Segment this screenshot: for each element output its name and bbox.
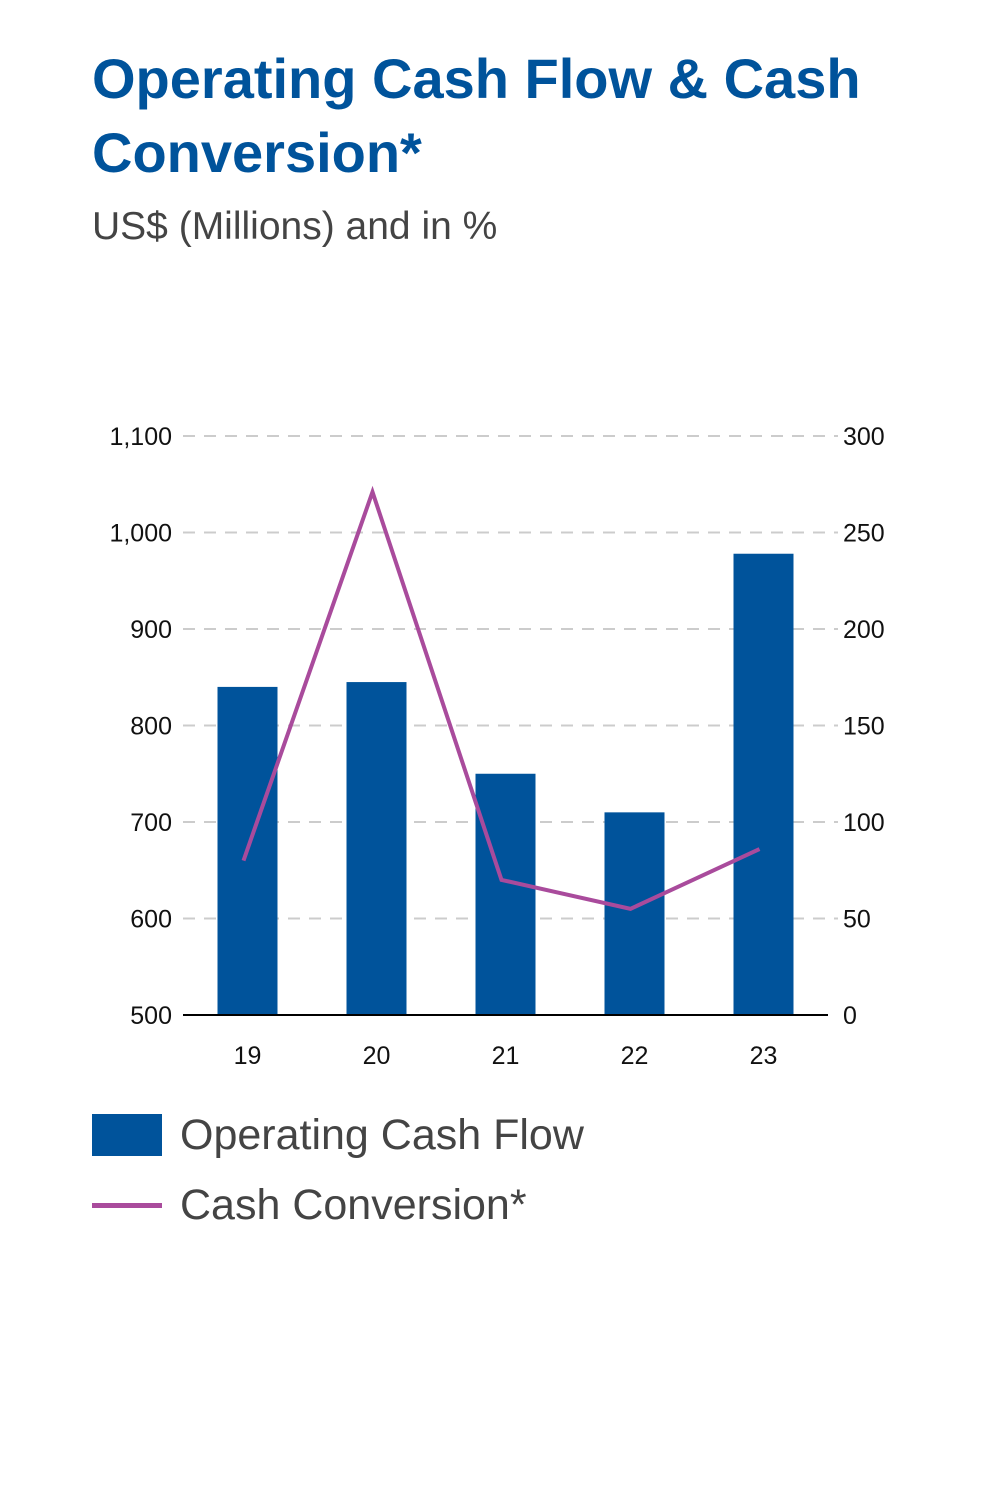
tick-labels: 500 600 700 800 900 1,000 1,100 0 50 100 150 200 250… [109, 423, 884, 1070]
y-left-tick-label: 800 [130, 713, 172, 741]
line-cash-conversion [241, 485, 761, 911]
y-right-tick-label: 150 [843, 713, 885, 741]
y-left-tick-label: 500 [130, 1002, 172, 1030]
legend-line-swatch [92, 1202, 162, 1208]
y-right-tick-label: 50 [843, 906, 871, 934]
y-left-tick-label: 900 [130, 616, 172, 644]
y-right-tick-label: 200 [843, 616, 885, 644]
x-tick-label: 20 [363, 1042, 391, 1070]
legend: Operating Cash Flow Cash Conversion* [92, 1100, 584, 1240]
cash-conversion-line [241, 485, 761, 911]
combo-chart: 500 600 700 800 900 1,000 1,100 0 50 100 150 200 250… [109, 423, 884, 1070]
y-left-tick-label: 1,100 [109, 423, 172, 451]
bar-operating-cash-flow [604, 812, 665, 1015]
y-right-tick-label: 250 [843, 520, 885, 548]
x-tick-label: 23 [750, 1042, 778, 1070]
y-right-tick-label: 300 [843, 423, 885, 451]
legend-label-cash-conversion: Cash Conversion* [180, 1180, 527, 1229]
bar-operating-cash-flow [733, 553, 794, 1015]
bar-operating-cash-flow [475, 773, 536, 1015]
legend-item-operating-cash-flow: Operating Cash Flow [92, 1100, 584, 1170]
x-tick-label: 21 [492, 1042, 520, 1070]
chart-subtitle: US$ (Millions) and in % [92, 205, 498, 248]
legend-label-operating-cash-flow: Operating Cash Flow [180, 1110, 584, 1159]
y-right-tick-label: 0 [843, 1002, 857, 1030]
y-left-tick-label: 700 [130, 809, 172, 837]
x-tick-label: 22 [621, 1042, 649, 1070]
legend-bar-swatch [92, 1114, 162, 1156]
chart-title: Operating Cash Flow & Cash Conversion* [92, 47, 861, 184]
x-tick-label: 19 [234, 1042, 262, 1070]
legend-item-cash-conversion: Cash Conversion* [92, 1170, 584, 1240]
y-left-tick-label: 600 [130, 906, 172, 934]
bars [217, 553, 794, 1015]
y-right-tick-label: 100 [843, 809, 885, 837]
bar-operating-cash-flow [346, 682, 407, 1015]
y-left-tick-label: 1,000 [109, 520, 172, 548]
